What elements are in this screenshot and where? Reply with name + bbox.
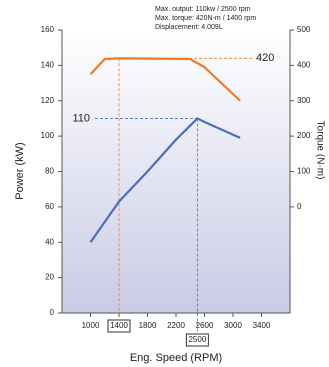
- y-tick-label: 60: [45, 202, 54, 211]
- tick-box: [107, 319, 131, 333]
- x-tick-label: 2200: [167, 321, 185, 330]
- y-tick-label: 40: [45, 237, 54, 246]
- reference-x-label: 2500: [188, 335, 206, 344]
- series-line: [89, 57, 241, 102]
- annotation: Displacement: 4.009L: [155, 24, 223, 31]
- x-tick-label: 3000: [224, 321, 242, 330]
- y-tick-label: 0: [50, 308, 55, 317]
- series-line: [89, 117, 241, 243]
- reference-label: 110: [72, 112, 90, 124]
- y-tick-label: 160: [41, 25, 55, 34]
- x-tick-label: 1400: [110, 321, 128, 330]
- y2-tick-label: 200: [297, 131, 311, 140]
- x-tick-label: 1800: [139, 321, 157, 330]
- x-tick-label: 1000: [82, 321, 100, 330]
- annotation: Max. output: 110kw / 2500 rpm: [155, 6, 251, 13]
- y-axis-label: Power (kW): [14, 142, 26, 199]
- plot-area: [62, 30, 290, 313]
- y2-tick-label: 500: [297, 25, 311, 34]
- y2-axis-label: Torque (N·m): [314, 121, 325, 180]
- y2-tick-label: 400: [297, 60, 311, 69]
- x-axis-label: Eng. Speed (RPM): [130, 352, 222, 364]
- x-tick-label: 3400: [253, 321, 271, 330]
- x-tick-label: 2600: [196, 321, 214, 330]
- reference-label: 420: [256, 52, 274, 64]
- y2-tick-label: 0: [297, 202, 302, 211]
- tick-box: [185, 333, 209, 347]
- y-tick-label: 140: [41, 60, 55, 69]
- y2-tick-label: 300: [297, 96, 311, 105]
- y-tick-label: 80: [45, 167, 54, 176]
- y-tick-label: 120: [41, 96, 55, 105]
- y2-tick-label: 100: [297, 167, 311, 176]
- annotation: Max. torque: 420N-m / 1400 rpm: [155, 15, 256, 22]
- y-tick-label: 20: [45, 273, 54, 282]
- y-tick-label: 100: [41, 131, 55, 140]
